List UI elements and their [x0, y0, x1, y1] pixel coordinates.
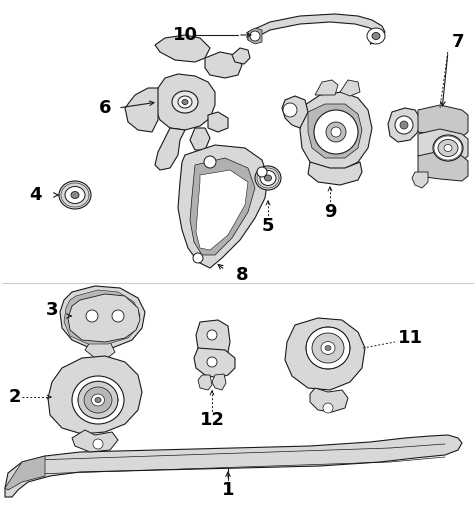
- Text: 7: 7: [452, 33, 464, 51]
- Circle shape: [395, 116, 413, 134]
- Ellipse shape: [78, 382, 118, 418]
- Polygon shape: [72, 430, 118, 452]
- Polygon shape: [60, 286, 145, 348]
- Polygon shape: [85, 342, 115, 360]
- Polygon shape: [418, 105, 468, 137]
- Text: 2: 2: [9, 388, 21, 406]
- Ellipse shape: [65, 187, 85, 204]
- Ellipse shape: [72, 376, 124, 424]
- Polygon shape: [340, 80, 360, 96]
- Polygon shape: [125, 88, 158, 132]
- Ellipse shape: [321, 342, 335, 355]
- Circle shape: [193, 253, 203, 263]
- Circle shape: [93, 439, 103, 449]
- Polygon shape: [5, 435, 462, 497]
- Polygon shape: [64, 290, 140, 344]
- Text: 12: 12: [200, 411, 225, 429]
- Ellipse shape: [92, 394, 104, 406]
- Polygon shape: [418, 151, 468, 181]
- Polygon shape: [205, 52, 242, 78]
- Polygon shape: [388, 108, 420, 142]
- Ellipse shape: [255, 166, 281, 190]
- Circle shape: [204, 156, 216, 168]
- Ellipse shape: [265, 175, 272, 181]
- Ellipse shape: [367, 28, 385, 44]
- Polygon shape: [68, 294, 140, 342]
- Ellipse shape: [372, 33, 380, 39]
- Polygon shape: [190, 128, 210, 150]
- Polygon shape: [285, 318, 365, 390]
- Ellipse shape: [312, 333, 344, 363]
- Polygon shape: [418, 129, 468, 161]
- Circle shape: [112, 310, 124, 322]
- Text: 10: 10: [172, 26, 198, 44]
- Ellipse shape: [84, 387, 112, 413]
- Ellipse shape: [438, 140, 458, 157]
- Polygon shape: [308, 104, 362, 158]
- Polygon shape: [48, 356, 142, 434]
- Ellipse shape: [59, 181, 91, 209]
- Circle shape: [257, 167, 267, 177]
- Polygon shape: [196, 170, 248, 250]
- Polygon shape: [315, 80, 338, 95]
- Circle shape: [323, 403, 333, 413]
- Ellipse shape: [444, 144, 452, 151]
- Polygon shape: [178, 145, 268, 268]
- Ellipse shape: [178, 96, 192, 108]
- Polygon shape: [282, 96, 308, 128]
- Circle shape: [331, 127, 341, 137]
- Circle shape: [326, 122, 346, 142]
- Polygon shape: [208, 112, 228, 132]
- Text: 11: 11: [398, 329, 422, 347]
- Polygon shape: [194, 348, 235, 378]
- Polygon shape: [5, 456, 45, 490]
- Ellipse shape: [95, 398, 101, 403]
- Text: 8: 8: [236, 266, 248, 284]
- Polygon shape: [212, 374, 226, 390]
- Polygon shape: [198, 375, 212, 390]
- Polygon shape: [300, 92, 372, 170]
- Circle shape: [400, 121, 408, 129]
- Polygon shape: [155, 74, 215, 130]
- Polygon shape: [190, 158, 255, 255]
- Polygon shape: [310, 388, 348, 412]
- Polygon shape: [248, 28, 262, 44]
- Ellipse shape: [433, 135, 463, 161]
- Polygon shape: [155, 35, 210, 62]
- Polygon shape: [196, 320, 230, 356]
- Circle shape: [283, 103, 297, 117]
- Circle shape: [207, 357, 217, 367]
- Text: 3: 3: [46, 301, 58, 319]
- Text: 5: 5: [262, 217, 274, 235]
- Text: 1: 1: [222, 481, 234, 499]
- Text: 9: 9: [324, 203, 336, 221]
- Circle shape: [86, 310, 98, 322]
- Ellipse shape: [306, 327, 350, 369]
- Circle shape: [314, 110, 358, 154]
- Polygon shape: [308, 162, 362, 185]
- Polygon shape: [412, 172, 428, 188]
- Ellipse shape: [325, 345, 331, 351]
- Circle shape: [250, 31, 260, 41]
- Ellipse shape: [71, 191, 79, 199]
- Ellipse shape: [260, 171, 276, 186]
- Text: 6: 6: [99, 99, 111, 117]
- Polygon shape: [155, 128, 185, 170]
- Ellipse shape: [182, 99, 188, 104]
- Ellipse shape: [172, 91, 198, 113]
- Text: 4: 4: [29, 186, 41, 204]
- Polygon shape: [248, 14, 385, 44]
- Circle shape: [207, 330, 217, 340]
- Polygon shape: [232, 48, 250, 64]
